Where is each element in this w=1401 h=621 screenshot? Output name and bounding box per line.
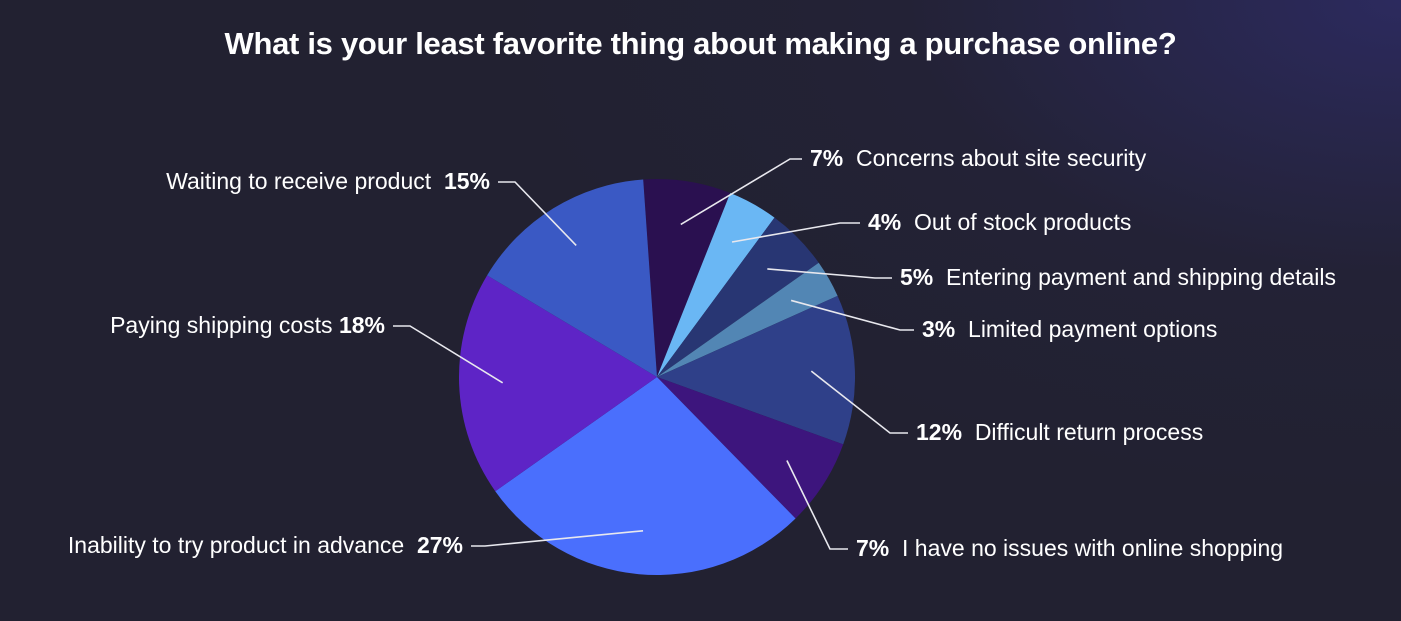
slice-percent: 12% [916, 419, 962, 445]
leader-line-out-of-stock-products [731, 222, 860, 243]
slice-label-difficult-return-process: 12% Difficult return process [916, 419, 1203, 445]
pie-slice-entering-payment-and-shipping-details [657, 217, 819, 377]
pie-slice-paying-shipping-costs [459, 275, 657, 492]
slice-percent: 5% [900, 264, 933, 290]
chart-title: What is your least favorite thing about … [224, 26, 1177, 61]
slice-percent: 27% [417, 532, 463, 558]
slice-label-i-have-no-issues-with-online-shopping: 7% I have no issues with online shopping [856, 535, 1283, 561]
leader-line-difficult-return-process [810, 370, 908, 434]
slice-label-out-of-stock-products: 4% Out of stock products [868, 209, 1131, 235]
pie-slice-inability-to-try-product-in-advance [495, 377, 796, 575]
slice-label-text: Limited payment options [955, 316, 1217, 342]
slice-label-text: Out of stock products [901, 209, 1131, 235]
slice-label-text: Paying shipping costs [110, 312, 339, 338]
leader-line-i-have-no-issues-with-online-shopping [786, 460, 848, 550]
pie-slice-concerns-about-site-security [643, 179, 731, 377]
slice-label-inability-to-try-product-in-advance: Inability to try product in advance 27% [68, 532, 463, 558]
leader-line-inability-to-try-product-in-advance [471, 530, 644, 547]
leader-line-concerns-about-site-security [680, 158, 802, 226]
slice-label-waiting-to-receive-product: Waiting to receive product 15% [166, 168, 490, 194]
slice-percent: 4% [868, 209, 901, 235]
leader-line-paying-shipping-costs [393, 325, 504, 384]
slice-labels: 7% Concerns about site security 4% Out of… [68, 145, 1336, 561]
leader-line-limited-payment-options [790, 299, 914, 331]
pie-slice-difficult-return-process [657, 295, 855, 445]
pie-slice-limited-payment-options [657, 262, 838, 377]
slice-label-text: Entering payment and shipping details [933, 264, 1336, 290]
slice-percent: 7% [810, 145, 843, 171]
slice-label-paying-shipping-costs: Paying shipping costs 18% [110, 312, 385, 338]
slice-percent: 7% [856, 535, 889, 561]
pie-slice-i-have-no-issues-with-online-shopping [657, 377, 844, 519]
slice-label-limited-payment-options: 3% Limited payment options [922, 316, 1217, 342]
slice-label-entering-payment-and-shipping-details: 5% Entering payment and shipping details [900, 264, 1336, 290]
leader-line-waiting-to-receive-product [498, 181, 577, 246]
pie-slices [459, 179, 855, 575]
leader-line-entering-payment-and-shipping-details [767, 268, 892, 279]
slice-label-text: Inability to try product in advance [68, 532, 417, 558]
slice-label-concerns-about-site-security: 7% Concerns about site security [810, 145, 1147, 171]
slice-label-text: Difficult return process [962, 419, 1203, 445]
slice-percent: 3% [922, 316, 955, 342]
slice-label-text: Waiting to receive product [166, 168, 444, 194]
slice-label-text: Concerns about site security [843, 145, 1146, 171]
slice-percent: 15% [444, 168, 490, 194]
slice-label-text: I have no issues with online shopping [889, 535, 1283, 561]
leader-lines [393, 158, 914, 550]
slice-percent: 18% [339, 312, 385, 338]
pie-slice-waiting-to-receive-product [487, 179, 657, 377]
